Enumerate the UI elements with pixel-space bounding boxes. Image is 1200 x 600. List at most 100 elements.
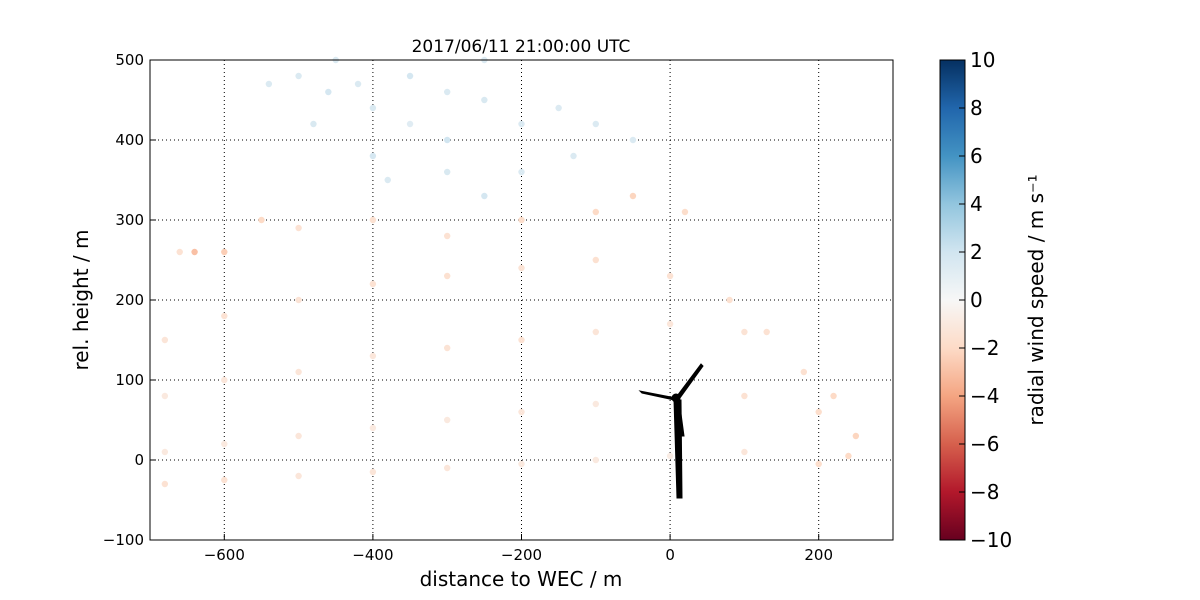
scatter-point	[406, 72, 414, 80]
colorbar-tick-label: −8	[970, 480, 999, 504]
colorbar-tick-label: −6	[970, 432, 999, 456]
scatter-point	[161, 336, 169, 344]
scatter-point	[369, 280, 377, 288]
scatter-point	[295, 472, 302, 480]
scatter-point	[845, 452, 852, 460]
scatter-point	[481, 192, 488, 200]
scatter-point	[518, 216, 525, 224]
colorbar-tick-label: −10	[970, 528, 1012, 552]
scatter-point	[666, 272, 674, 280]
scatter-point	[629, 192, 637, 200]
scatter-point	[369, 424, 377, 432]
scatter-point	[592, 400, 599, 408]
scatter-point	[570, 152, 577, 160]
scatter-point	[518, 408, 525, 416]
scatter-point	[481, 96, 488, 104]
y-tick-label: 0	[134, 451, 144, 469]
colorbar-label: radial wind speed / m s⁻¹	[1024, 174, 1048, 425]
scatter-point	[666, 452, 674, 460]
scatter-point	[325, 88, 332, 96]
x-tick-label: −200	[501, 546, 542, 564]
scatter-point	[592, 328, 599, 336]
scatter-point	[265, 80, 273, 88]
scatter-point	[763, 328, 770, 336]
colorbar-tick-label: −2	[970, 336, 999, 360]
scatter-point	[518, 264, 525, 272]
scatter-point	[518, 168, 525, 176]
scatter-point	[444, 416, 451, 424]
scatter-point	[815, 460, 822, 468]
scatter-point	[295, 368, 302, 376]
scatter-point	[221, 312, 228, 320]
scatter-point	[444, 136, 451, 144]
scatter-point	[741, 392, 748, 400]
colorbar-tick-label: 4	[970, 192, 983, 216]
scatter-point	[221, 440, 228, 448]
scatter-point	[221, 376, 228, 384]
scatter-point	[369, 104, 377, 112]
scatter-point	[800, 368, 808, 376]
scatter-point	[258, 216, 265, 224]
scatter-point	[592, 120, 599, 128]
y-tick-label: 300	[115, 211, 144, 229]
x-axis-label: distance to WEC / m	[420, 567, 623, 591]
scatter-point	[444, 344, 451, 352]
scatter-point	[161, 392, 169, 400]
scatter-point	[295, 224, 302, 232]
scatter-point	[741, 328, 748, 336]
colorbar-tick-label: 0	[970, 288, 983, 312]
scatter-point	[295, 432, 302, 440]
scatter-point	[666, 320, 674, 328]
scatter-point	[444, 272, 451, 280]
scatter-point	[191, 248, 198, 256]
scatter-point	[726, 296, 733, 304]
x-tick-label: −600	[204, 546, 245, 564]
scatter-point	[444, 88, 451, 96]
scatter-point	[161, 448, 169, 456]
scatter-point	[815, 408, 822, 416]
colorbar-tick-label: −4	[970, 384, 999, 408]
colorbar-tick-label: 2	[970, 240, 983, 264]
scatter-point	[354, 80, 362, 88]
x-tick-label: 0	[665, 546, 675, 564]
scatter-point	[444, 232, 451, 240]
x-tick-label: 200	[804, 546, 833, 564]
colorbar-tick-label: 6	[970, 144, 983, 168]
scatter-point	[221, 476, 228, 484]
scatter-point	[518, 336, 525, 344]
scatter-point	[518, 460, 525, 468]
scatter-point	[369, 152, 377, 160]
scatter-point	[741, 448, 748, 456]
scatter-point	[681, 208, 689, 216]
y-tick-label: −100	[103, 531, 144, 549]
scatter-point	[518, 120, 525, 128]
colorbar-tick-label: 10	[970, 48, 995, 72]
chart-title: 2017/06/11 21:00:00 UTC	[412, 37, 631, 57]
scatter-point	[406, 120, 414, 128]
scatter-point	[221, 248, 228, 256]
scatter-point	[592, 456, 599, 464]
scatter-point	[830, 392, 837, 400]
scatter-point	[295, 72, 302, 80]
scatter-point	[369, 352, 377, 360]
scatter-point	[295, 296, 302, 304]
colorbar-tick-label: 8	[970, 96, 983, 120]
x-tick-label: −400	[352, 546, 393, 564]
y-axis-label: rel. height / m	[69, 229, 93, 370]
scatter-point	[592, 256, 599, 264]
scatter-point	[629, 136, 637, 144]
scatter-point	[384, 176, 391, 184]
scatter-point	[161, 480, 169, 488]
scatter-point	[852, 432, 860, 440]
y-tick-label: 200	[115, 291, 144, 309]
scatter-point	[369, 216, 377, 224]
scatter-point	[310, 120, 317, 128]
scatter-point	[444, 464, 451, 472]
scatter-point	[555, 104, 562, 112]
y-tick-label: 400	[115, 131, 144, 149]
y-tick-label: 500	[115, 51, 144, 69]
scatter-point	[592, 208, 599, 216]
turbine-icon	[638, 363, 704, 499]
